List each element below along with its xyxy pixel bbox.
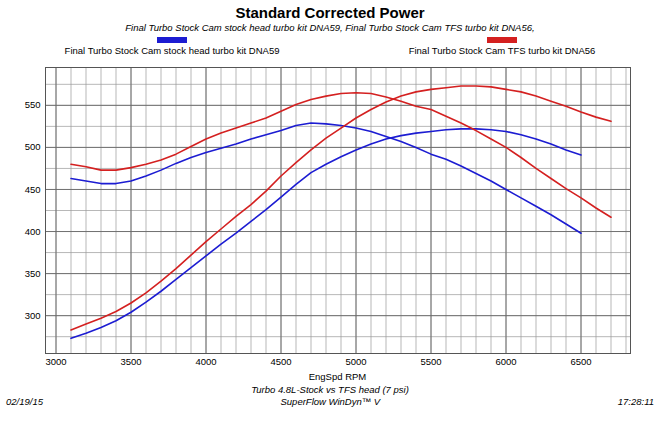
html-text:EngSpd RPM: EngSpd RPM — [308, 371, 367, 382]
svg-text:6500: 6500 — [570, 356, 591, 367]
svg-text:500: 500 — [25, 141, 41, 152]
svg-text:6000: 6000 — [495, 356, 516, 367]
svg-text:350: 350 — [25, 268, 41, 279]
svg-text:4500: 4500 — [270, 356, 291, 367]
svg-text:5000: 5000 — [345, 356, 366, 367]
html-text:Final Turbo Stock Cam stock he: Final Turbo Stock Cam stock head turbo k… — [64, 45, 280, 56]
svg-text:5500: 5500 — [420, 356, 441, 367]
svg-text:550: 550 — [25, 99, 41, 110]
svg-text:4000: 4000 — [195, 356, 216, 367]
svg-text:3500: 3500 — [120, 356, 141, 367]
svg-text:3000: 3000 — [45, 356, 66, 367]
html-text:02/19/15: 02/19/15 — [6, 396, 43, 407]
html-text:Final Turbo Stock Cam stock he: Final Turbo Stock Cam stock head turbo k… — [125, 22, 535, 33]
html-text:17:28:11: 17:28:11 — [617, 396, 654, 407]
html-text:Standard Corrected Power: Standard Corrected Power — [235, 4, 425, 21]
html-text:SuperFlow WinDyn™ V: SuperFlow WinDyn™ V — [280, 396, 381, 407]
html-text:Turbo 4.8L-Stock vs TFS head (: Turbo 4.8L-Stock vs TFS head (7 psi) — [251, 384, 409, 395]
svg-text:400: 400 — [25, 226, 41, 237]
html-text:Final Turbo Stock Cam TFS turb: Final Turbo Stock Cam TFS turbo kit DNA5… — [408, 45, 596, 56]
svg-text:300: 300 — [25, 310, 41, 321]
svg-text:450: 450 — [25, 184, 41, 195]
